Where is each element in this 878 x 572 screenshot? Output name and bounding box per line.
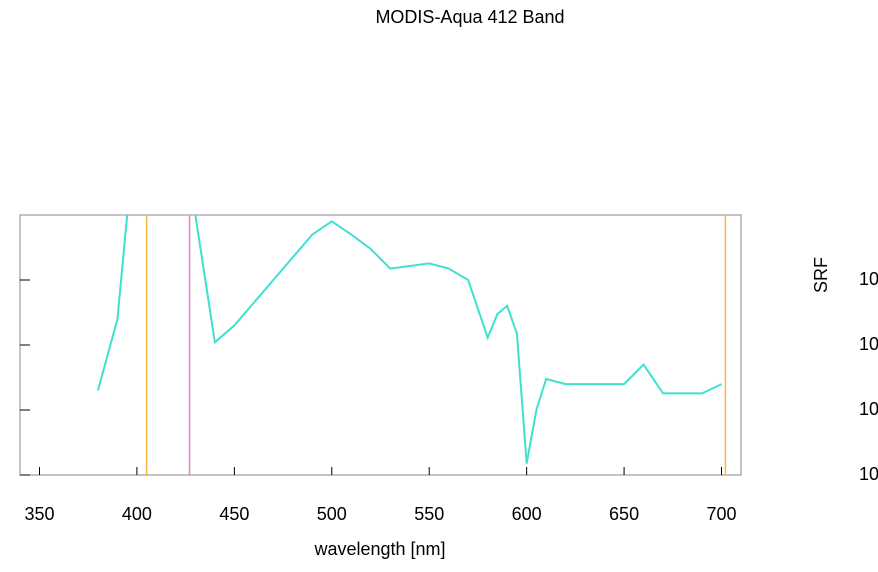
y-tick-label: 10⁻⁴ [859, 334, 878, 354]
x-tick-label: 600 [512, 504, 542, 524]
x-tick-label: 550 [414, 504, 444, 524]
x-tick-label: 500 [317, 504, 347, 524]
x-tick-label: 350 [24, 504, 54, 524]
y-tick-label: 10⁻⁵ [859, 399, 878, 419]
x-tick-label: 700 [706, 504, 736, 524]
y-tick-label: 10⁻³ [859, 269, 878, 289]
data-line [96, 214, 722, 464]
x-tick-label: 650 [609, 504, 639, 524]
y-axis-label: SRF [811, 257, 831, 293]
y-tick-label: 10⁻⁶ [859, 464, 878, 484]
plot-frame [19, 214, 742, 476]
chart-title: MODIS-Aqua 412 Band [375, 7, 564, 27]
x-tick-label: 450 [219, 504, 249, 524]
x-axis-label: wavelength [nm] [313, 539, 445, 559]
x-tick-label: 400 [122, 504, 152, 524]
